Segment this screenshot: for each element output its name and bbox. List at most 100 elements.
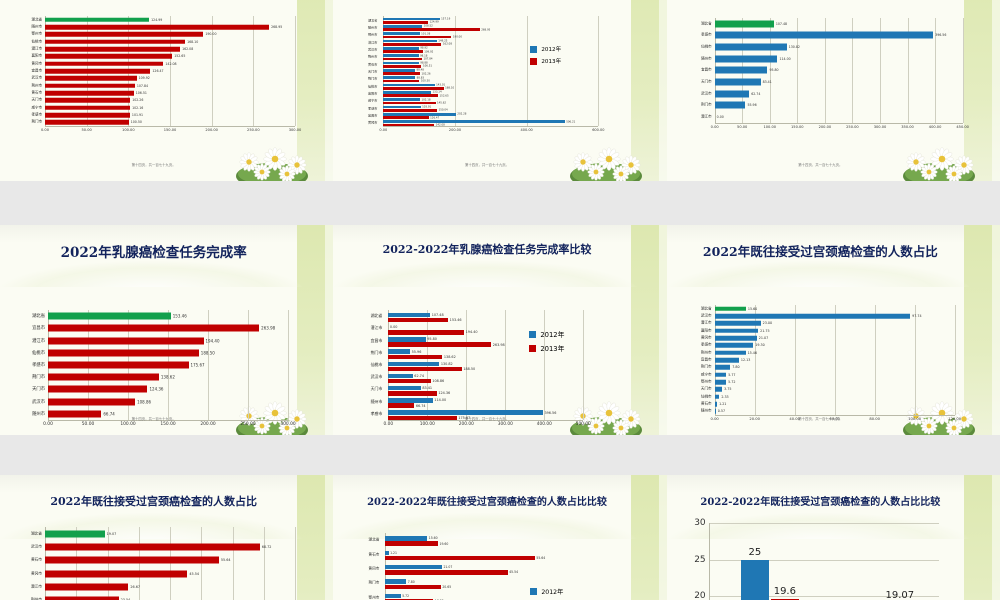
slide[interactable]: 2022-2022年乳腺癌检查任务完成率比较 0.00 100.00 200.00 3… (333, 225, 667, 435)
bar (388, 403, 415, 408)
slide[interactable]: 2022-2022年宫颈癌检查任务完成率比较 0.00200.00400.006… (333, 0, 667, 181)
value-label: 20.65 (442, 584, 452, 589)
category-label: 襄阳市 (700, 328, 712, 333)
slide[interactable]: 2022-2022年既往接受过宫颈癌检查的人数占比比较 湖北省 15.60 19.6… (333, 475, 667, 600)
value-label: 143.01 (436, 83, 446, 87)
gridline (914, 305, 916, 415)
value-label: 0.00 (389, 325, 398, 330)
slide[interactable]: 2022年宫颈癌检查任务完成率 0.0050.00100.00150.00200… (0, 0, 334, 181)
category-label: 黄冈市 (700, 335, 712, 340)
value-label: 114.00 (779, 56, 791, 61)
value-label: 142.08 (165, 61, 177, 66)
slide-title: 2022-2022年既往接受过宫颈癌检查的人数占比比较 (367, 497, 607, 508)
slide-right-band (963, 225, 1000, 435)
category-label: 荆州市 (30, 597, 42, 600)
value-label: 66.74 (103, 411, 115, 417)
y-tick-label: 25 (694, 554, 706, 565)
slide[interactable]: 2022年既往接受过宫颈癌检查的人数占比 0.00 20.00 40.00 60.00… (666, 225, 1000, 435)
category-label: 荆门市 (31, 119, 43, 124)
slide-title: 2022年既往接受过宫颈癌检查的人数占比 (50, 495, 257, 508)
value-label: 152.65 (439, 94, 449, 98)
bar (383, 105, 421, 109)
value-label: 138.62 (160, 374, 175, 380)
bar (388, 386, 421, 391)
category-label: 黄冈市 (31, 61, 43, 66)
category-label: 湖北省 (368, 18, 378, 23)
category-label: 天门市 (701, 79, 712, 84)
slide-thumbnail-3[interactable]: 2022年乳腺癌检查任务完成率 0.0050.00100.00150.00200… (666, 0, 1000, 215)
value-label: 19.07 (106, 531, 117, 536)
bar-row: 宜昌市 263.98 (32, 322, 288, 334)
bar (45, 105, 131, 110)
value-label: 15.60 (428, 536, 438, 541)
x-tick-label: 0.00 (383, 422, 394, 427)
slide-thumbnail-5[interactable]: 2022-2022年乳腺癌检查任务完成率比较 0.00 100.00 200.00 3… (333, 215, 667, 450)
bar-row: 宜昌市 95.80 (701, 65, 963, 77)
value-label: 26.67 (130, 584, 141, 589)
bar-row: 随州市 114.00 (701, 53, 963, 65)
gridline (794, 305, 796, 415)
x-tick-label: 400.00 (536, 422, 552, 427)
category-label: 宜昌市 (700, 357, 712, 362)
value-label: 5.72 (728, 379, 736, 384)
bar-row: 天门市 102.26 (32, 97, 295, 104)
category-label: 潜江市 (30, 584, 42, 589)
slide-footer: 第十四页，共一百七十九页。 (464, 163, 510, 167)
slide-thumbnail-9[interactable]: 2022-2022年既往接受过宫颈癌检查的人数占比比较 30 25 20 25 19.6… (666, 450, 1000, 600)
slide-thumbnail-1[interactable]: 2022年宫颈癌检查任务完成率 0.0050.00100.00150.00200… (0, 0, 334, 215)
bar (45, 530, 105, 538)
value-label: 19.30 (755, 343, 765, 348)
legend-label: 2012年 (540, 331, 565, 339)
bar (714, 343, 754, 348)
slide-thumbnail-6[interactable]: 2022年既往接受过宫颈癌检查的人数占比 0.00 20.00 40.00 60.00… (666, 215, 1000, 450)
category-label: 宜昌市 (701, 67, 712, 72)
value-label: 88.83 (416, 76, 425, 80)
bar (383, 76, 416, 79)
slide-right-band (630, 225, 667, 435)
bar (388, 342, 492, 347)
bar (385, 564, 442, 570)
category-label: 孝感市 (32, 362, 45, 368)
bar (45, 583, 129, 591)
category-label: 荆州市 (368, 54, 378, 59)
legend-label: 2013年 (541, 59, 562, 65)
x-tick-label: 500.00 (575, 422, 591, 427)
slide[interactable]: 2022年既往接受过宫颈癌检查的人数占比 0.0010.0020.0030.00… (0, 475, 334, 600)
value-label: 153.46 (449, 318, 462, 323)
slide[interactable]: 2022年乳腺癌检查任务完成率 0.0050.00100.00150.00200… (666, 0, 1000, 181)
bar (714, 379, 727, 385)
bar (740, 559, 769, 600)
value-label: 101.91 (131, 112, 144, 117)
category-label: 武汉市 (701, 91, 712, 96)
slide-top-band (333, 475, 667, 493)
category-label: 天门市 (31, 97, 43, 102)
bar-row: 孝感市 101.91 (32, 111, 295, 118)
bar-row: 孝感市 396.56 (701, 30, 963, 42)
value-label: 100.50 (130, 120, 142, 125)
category-label: 黄石市 (368, 552, 380, 557)
gridline (708, 523, 939, 524)
bar-row: 荆州市 15.46 (701, 349, 955, 356)
category-label: 荆门市 (701, 102, 712, 107)
slide[interactable]: 2022-2022年既往接受过宫颈癌检查的人数占比比较 30 25 20 25 19.6… (666, 475, 1000, 600)
x-tick-label: 250.00 (240, 422, 256, 427)
slide-thumbnail-8[interactable]: 2022-2022年既往接受过宫颈癌检查的人数占比比较 湖北省 15.60 19.6… (333, 450, 667, 600)
x-axis (388, 420, 584, 421)
bar (385, 541, 438, 546)
bar-row: 随州市 268.95 (32, 23, 295, 30)
category-label: 湖北省 (701, 21, 712, 26)
slide-swoosh (333, 261, 637, 287)
bar (383, 24, 423, 28)
category-label: 潜江市 (368, 40, 378, 45)
slide-thumbnail-4[interactable]: 2022年乳腺癌检查任务完成率 0.00 50.00 100.00 150.00 200… (0, 215, 334, 450)
x-tick-label: 200.00 (200, 422, 216, 427)
gridline (253, 16, 255, 126)
chart-plot: 湖北省 15.60 19.60 黄石市 1.21 55.64 黄冈市 21.07 45.54 荆门… (369, 533, 600, 600)
category-label: 武汉市 (368, 47, 378, 52)
slide-thumbnail-7[interactable]: 2022年既往接受过宫颈癌检查的人数占比 0.0010.0020.0030.00… (0, 450, 334, 600)
legend-item-2013: 2013年 (530, 57, 561, 65)
gridline (263, 527, 265, 600)
value-label: 130.82 (788, 45, 800, 50)
slide-thumbnail-2[interactable]: 2022-2022年宫颈癌检查任务完成率比较 0.00200.00400.006… (333, 0, 667, 215)
